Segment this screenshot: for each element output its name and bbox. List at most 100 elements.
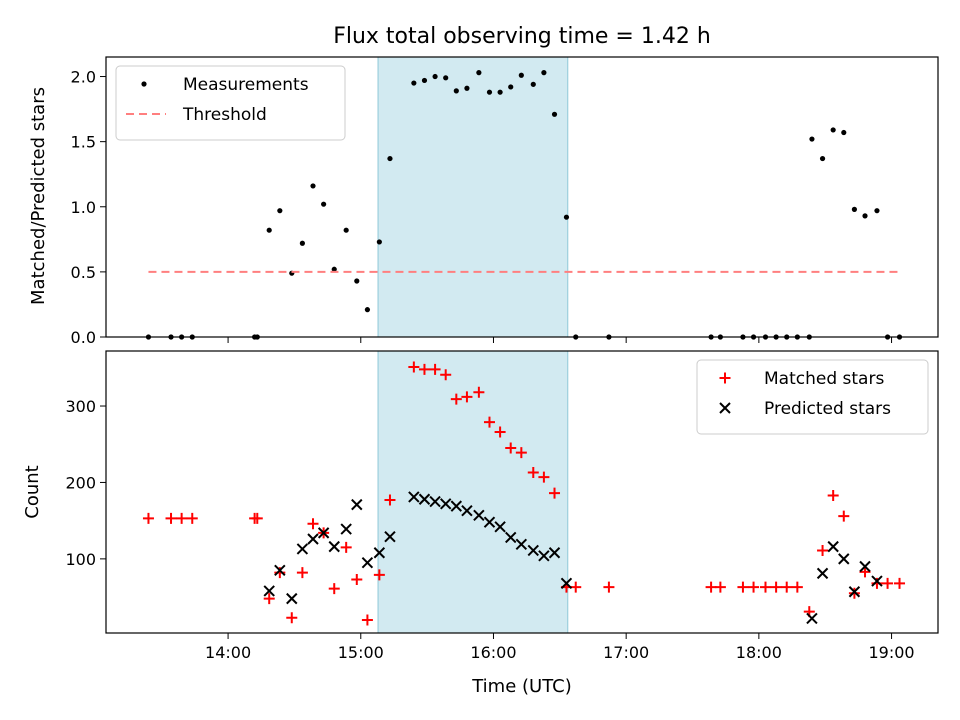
y-tick-label: 0.0 (71, 328, 96, 347)
y-tick-label: 100 (65, 550, 96, 569)
legend-label: Matched stars (764, 369, 884, 389)
data-point (429, 495, 441, 508)
legend: Measurements Threshold (115, 65, 346, 141)
data-point (841, 129, 847, 136)
x-tick-label: 14:00 (205, 643, 251, 662)
data-point (527, 467, 539, 479)
data-point (473, 386, 485, 398)
data-point (505, 442, 517, 454)
data-point (408, 491, 420, 503)
legend-handle (141, 81, 147, 87)
data-point (461, 391, 473, 403)
data-point (443, 75, 449, 81)
data-point (508, 84, 514, 90)
data-point (142, 512, 154, 524)
highlight-span (377, 350, 569, 634)
x-tick-label: 15:00 (338, 643, 384, 662)
data-point (317, 527, 330, 539)
data-point (714, 581, 726, 593)
data-point (176, 512, 188, 524)
data-point (830, 127, 836, 133)
data-point (838, 510, 850, 522)
data-point (515, 538, 528, 551)
y-tick-label: 0.5 (71, 263, 96, 282)
data-point (286, 592, 298, 605)
data-point (494, 426, 506, 438)
data-point (476, 70, 482, 76)
y-tick-label: 1.0 (71, 198, 96, 217)
data-point (809, 136, 815, 142)
data-point (296, 543, 309, 555)
data-point (748, 581, 760, 593)
data-point (781, 581, 793, 593)
data-point (737, 581, 749, 593)
data-point (328, 540, 340, 553)
data-point (827, 489, 839, 501)
data-point (560, 577, 573, 590)
data-point (518, 72, 524, 78)
data-point (871, 577, 883, 589)
data-point (551, 111, 558, 117)
y-tick-label: 200 (65, 473, 96, 492)
data-point (450, 393, 462, 405)
data-point (827, 540, 839, 553)
data-point (848, 586, 861, 598)
data-point (429, 363, 441, 375)
data-point (351, 574, 363, 586)
data-point (343, 227, 349, 233)
data-point (603, 581, 615, 593)
top-y-axis-label: Matched/Predicted stars (28, 87, 49, 305)
data-point (439, 498, 452, 510)
data-point (483, 516, 496, 528)
data-point (440, 369, 452, 381)
data-point (486, 89, 493, 95)
data-point (791, 581, 803, 593)
data-point (361, 556, 374, 569)
bottom-y-axis-label: Count (22, 465, 43, 518)
data-point (299, 240, 305, 246)
plot-frame (105, 350, 939, 634)
data-point (286, 612, 298, 624)
data-point (274, 564, 286, 577)
data-point (263, 585, 275, 597)
data-point (307, 518, 319, 530)
data-point (364, 307, 371, 313)
data-point (296, 567, 308, 579)
data-point (563, 214, 570, 220)
data-point (387, 155, 393, 162)
highlight-span (377, 56, 569, 338)
data-point (461, 505, 473, 517)
data-point (376, 239, 382, 245)
data-point (874, 208, 880, 214)
data-point (274, 567, 286, 579)
data-point (538, 550, 550, 562)
y-tick-label: 300 (65, 397, 96, 416)
legend-box (115, 65, 346, 141)
data-point (848, 587, 860, 599)
legend: Matched stars Predicted stars (696, 359, 929, 435)
data-point (527, 544, 539, 557)
data-point (759, 581, 771, 593)
data-point (497, 89, 503, 95)
data-point (408, 361, 420, 373)
y-tick-label: 2.0 (71, 68, 96, 87)
data-point (816, 567, 829, 580)
x-tick-label: 19:00 (869, 643, 915, 662)
data-point (851, 206, 858, 212)
data-point (310, 183, 316, 189)
legend-label: Measurements (183, 75, 309, 95)
legend-handle (719, 372, 731, 384)
data-point (453, 88, 459, 94)
data-point (411, 80, 417, 86)
chart-title: Flux total observing time = 1.42 h (333, 24, 711, 49)
data-point (770, 581, 782, 593)
x-axis-label: Time (UTC) (471, 676, 572, 697)
data-point (859, 560, 871, 573)
data-point (432, 73, 438, 80)
data-point (384, 494, 396, 506)
data-point (570, 581, 582, 593)
data-point (251, 512, 263, 524)
data-point (186, 512, 198, 524)
data-point (321, 201, 327, 207)
